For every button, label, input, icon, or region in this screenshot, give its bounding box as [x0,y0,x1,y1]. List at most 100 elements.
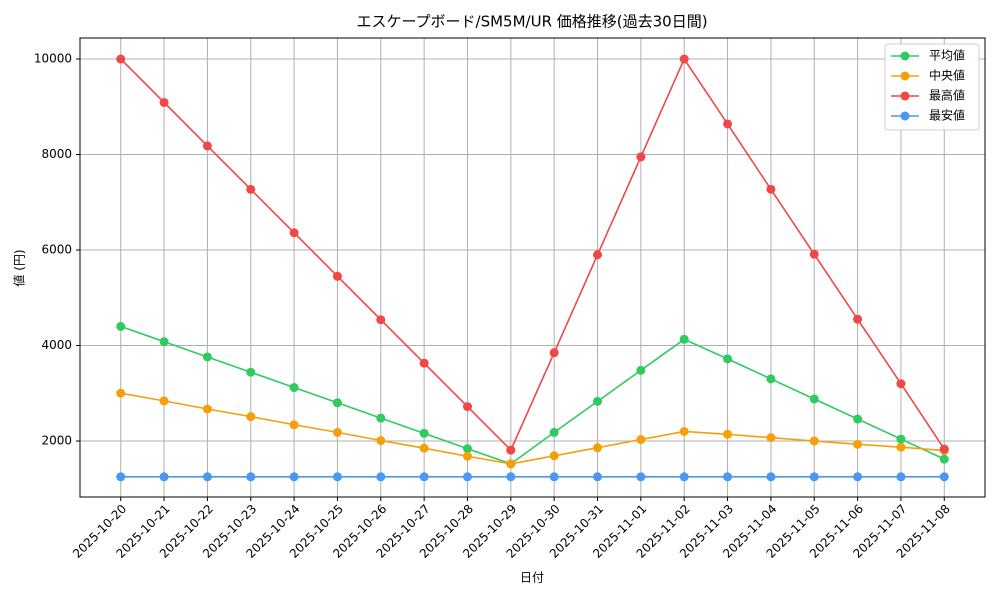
marker [723,472,733,482]
marker [116,321,126,331]
marker [723,119,733,129]
marker [896,442,906,452]
line [120,392,945,465]
marker [636,365,646,375]
marker [679,426,689,436]
marker [116,472,126,482]
y-axis-label: 値 (円) [12,249,27,286]
marker [853,439,863,449]
y-tick-label: 10000 [34,52,72,66]
marker [506,459,516,469]
marker [723,354,733,364]
legend-marker [900,111,910,121]
marker [419,443,429,453]
marker [549,451,559,461]
marker [202,472,212,482]
marker [766,472,776,482]
marker [202,404,212,414]
marker [289,420,299,430]
y-tick-label: 4000 [41,338,72,352]
marker [593,472,603,482]
marker [809,436,819,446]
marker [116,54,126,64]
legend-marker [900,91,910,101]
marker [939,454,949,464]
marker [376,413,386,423]
y-tick-label: 2000 [41,433,72,447]
marker [549,472,559,482]
marker [289,383,299,393]
marker [766,374,776,384]
legend-label: 最高値 [929,88,965,103]
marker [159,472,169,482]
marker [246,184,256,194]
marker [679,334,689,344]
marker [896,434,906,444]
marker [419,358,429,368]
marker [376,436,386,446]
marker [159,97,169,107]
marker [593,396,603,406]
marker [332,271,342,281]
legend-label: 中央値 [929,68,965,83]
marker [723,429,733,439]
y-tick-label: 6000 [41,243,72,257]
marker [116,388,126,398]
marker [636,472,646,482]
marker [159,396,169,406]
marker [462,402,472,412]
marker [939,444,949,454]
marker [679,54,689,64]
marker [766,184,776,194]
marker [506,445,516,455]
legend-marker [900,71,910,81]
marker [549,427,559,437]
marker [462,444,472,454]
marker [506,472,516,482]
marker [809,249,819,259]
marker [809,394,819,404]
marker [332,427,342,437]
marker [202,352,212,362]
line [120,57,945,452]
marker [289,472,299,482]
marker [766,433,776,443]
marker [593,443,603,453]
marker [419,472,429,482]
legend-marker [900,51,910,61]
marker [939,472,949,482]
chart-title: エスケープボード/SM5M/UR 価格推移(過去30日間) [356,13,707,31]
marker [376,315,386,325]
marker [549,348,559,358]
marker [246,412,256,422]
plot-frame [79,37,986,498]
line [120,325,945,465]
marker [159,337,169,347]
marker [896,379,906,389]
marker [246,367,256,377]
marker [679,472,689,482]
legend-box [884,43,980,131]
marker [376,472,386,482]
marker [246,472,256,482]
marker [419,428,429,438]
marker [896,472,906,482]
marker [462,451,472,461]
marker [809,472,819,482]
marker [636,435,646,445]
legend-label: 平均値 [929,48,965,63]
marker [636,152,646,162]
legend-label: 最安値 [929,108,965,123]
marker [593,250,603,260]
marker [289,228,299,238]
marker [853,414,863,424]
marker [462,472,472,482]
marker [332,398,342,408]
y-tick-label: 8000 [41,147,72,161]
marker [202,141,212,151]
marker [853,472,863,482]
marker [853,314,863,324]
x-axis-label: 日付 [520,571,544,585]
marker [332,472,342,482]
